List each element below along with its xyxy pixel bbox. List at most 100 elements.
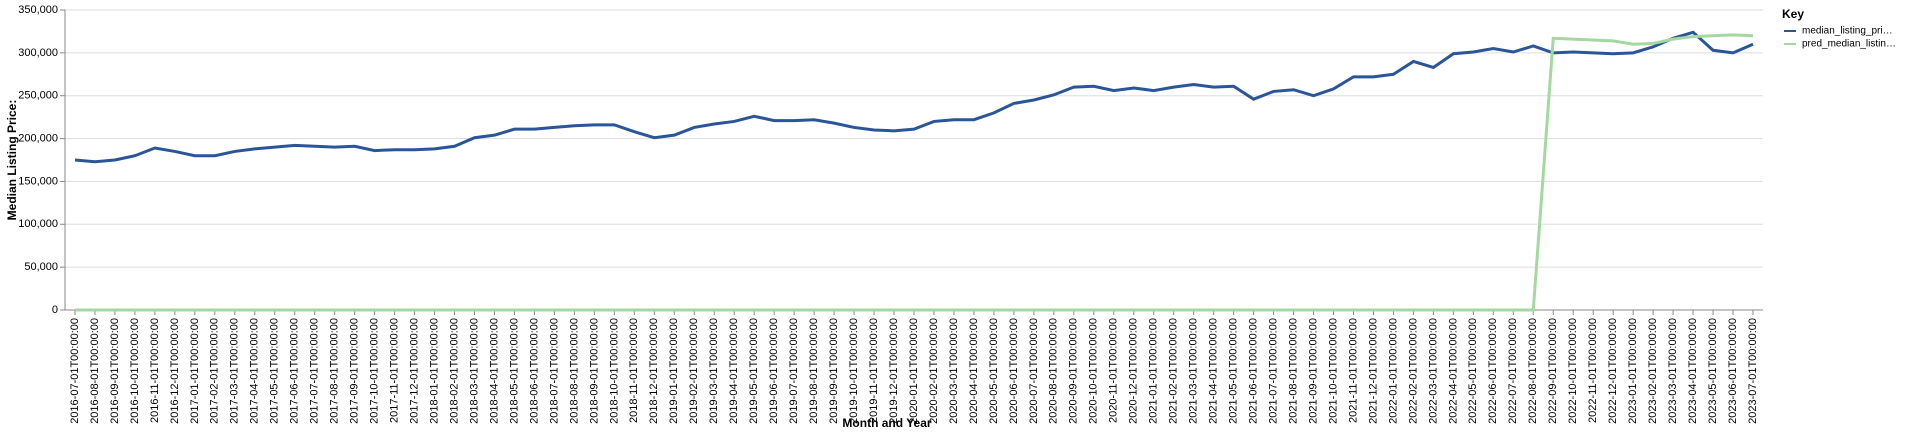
- x-tick-label: 2017-05-01T00:00:00: [269, 318, 281, 424]
- x-tick-label: 2021-03-01T00:00:00: [1188, 318, 1200, 424]
- x-tick-label: 2018-02-01T00:00:00: [448, 318, 460, 424]
- x-tick-label: 2017-06-01T00:00:00: [289, 318, 301, 424]
- x-tick-label: 2020-04-01T00:00:00: [968, 318, 980, 424]
- x-tick-label: 2020-01-01T00:00:00: [908, 318, 920, 424]
- y-tick-label: 300,000: [18, 47, 58, 59]
- y-tick-label: 100,000: [18, 218, 58, 230]
- x-tick-label: 2022-04-01T00:00:00: [1447, 318, 1459, 424]
- x-tick-label: 2017-02-01T00:00:00: [209, 318, 221, 424]
- x-tick-label: 2021-05-01T00:00:00: [1228, 318, 1240, 424]
- x-tick-label: 2023-03-01T00:00:00: [1667, 318, 1679, 424]
- x-tick-label: 2021-11-01T00:00:00: [1347, 318, 1359, 423]
- x-tick-label: 2018-06-01T00:00:00: [528, 318, 540, 424]
- y-tick-label: 200,000: [18, 132, 58, 144]
- x-tick-label: 2022-03-01T00:00:00: [1427, 318, 1439, 424]
- legend-label: pred_median_listin…: [1802, 39, 1896, 50]
- x-tick-label: 2022-09-01T00:00:00: [1547, 318, 1559, 424]
- x-tick-label: 2020-07-01T00:00:00: [1028, 318, 1040, 424]
- x-tick-label: 2022-02-01T00:00:00: [1407, 318, 1419, 424]
- x-tick-label: 2020-03-01T00:00:00: [948, 318, 960, 424]
- x-tick-label: 2022-06-01T00:00:00: [1487, 318, 1499, 424]
- x-tick-label: 2023-07-01T00:00:00: [1747, 318, 1759, 424]
- x-tick-label: 2019-06-01T00:00:00: [768, 318, 780, 424]
- x-tick-label: 2016-09-01T00:00:00: [109, 318, 121, 424]
- x-tick-label: 2022-12-01T00:00:00: [1607, 318, 1619, 424]
- x-tick-label: 2021-07-01T00:00:00: [1267, 318, 1279, 424]
- x-tick-label: 2022-07-01T00:00:00: [1507, 318, 1519, 424]
- x-tick-label: 2022-11-01T00:00:00: [1587, 318, 1599, 423]
- x-tick-label: 2019-12-01T00:00:00: [888, 318, 900, 424]
- x-tick-label: 2018-07-01T00:00:00: [548, 318, 560, 424]
- y-tick-label: 250,000: [18, 90, 58, 102]
- x-tick-label: 2020-12-01T00:00:00: [1128, 318, 1140, 424]
- x-tick-label: 2021-04-01T00:00:00: [1208, 318, 1220, 424]
- x-tick-label: 2017-04-01T00:00:00: [249, 318, 261, 424]
- x-tick-label: 2020-06-01T00:00:00: [1008, 318, 1020, 424]
- y-axis-title: Median Listing Price:: [5, 100, 19, 221]
- x-tick-label: 2019-02-01T00:00:00: [688, 318, 700, 424]
- x-tick-label: 2020-10-01T00:00:00: [1088, 318, 1100, 424]
- x-tick-label: 2019-09-01T00:00:00: [828, 318, 840, 424]
- x-tick-label: 2022-08-01T00:00:00: [1527, 318, 1539, 424]
- x-tick-label: 2018-01-01T00:00:00: [428, 318, 440, 424]
- x-tick-label: 2019-11-01T00:00:00: [868, 318, 880, 423]
- x-tick-label: 2017-12-01T00:00:00: [408, 318, 420, 424]
- x-axis-title: Month and Year: [842, 416, 931, 430]
- x-tick-label: 2019-05-01T00:00:00: [748, 318, 760, 424]
- x-tick-label: 2023-04-01T00:00:00: [1687, 318, 1699, 424]
- x-tick-label: 2020-11-01T00:00:00: [1108, 318, 1120, 423]
- x-tick-label: 2018-04-01T00:00:00: [488, 318, 500, 424]
- x-tick-label: 2020-09-01T00:00:00: [1068, 318, 1080, 424]
- x-tick-label: 2018-03-01T00:00:00: [468, 318, 480, 424]
- x-tick-label: 2021-10-01T00:00:00: [1327, 318, 1339, 424]
- x-tick-label: 2016-11-01T00:00:00: [149, 318, 161, 423]
- y-tick-label: 150,000: [18, 175, 58, 187]
- x-tick-label: 2016-10-01T00:00:00: [129, 318, 141, 424]
- x-tick-label: 2019-01-01T00:00:00: [668, 318, 680, 424]
- x-tick-label: 2019-10-01T00:00:00: [848, 318, 860, 424]
- x-tick-label: 2017-03-01T00:00:00: [229, 318, 241, 424]
- x-tick-label: 2020-08-01T00:00:00: [1048, 318, 1060, 424]
- x-tick-label: 2021-12-01T00:00:00: [1367, 318, 1379, 424]
- x-tick-label: 2017-07-01T00:00:00: [309, 318, 321, 424]
- x-tick-label: 2021-01-01T00:00:00: [1148, 318, 1160, 424]
- x-tick-label: 2016-07-01T00:00:00: [69, 318, 81, 424]
- x-tick-label: 2023-01-01T00:00:00: [1627, 318, 1639, 424]
- x-tick-label: 2023-02-01T00:00:00: [1647, 318, 1659, 424]
- y-tick-label: 0: [52, 304, 58, 316]
- series-line: [74, 33, 1754, 312]
- x-tick-label: 2018-08-01T00:00:00: [568, 318, 580, 424]
- x-tick-label: 2017-08-01T00:00:00: [329, 318, 341, 424]
- x-tick-label: 2021-02-01T00:00:00: [1168, 318, 1180, 424]
- x-tick-label: 2020-05-01T00:00:00: [988, 318, 1000, 424]
- x-tick-label: 2021-06-01T00:00:00: [1248, 318, 1260, 424]
- x-tick-label: 2017-09-01T00:00:00: [349, 318, 361, 424]
- x-tick-label: 2016-08-01T00:00:00: [89, 318, 101, 424]
- x-tick-label: 2019-03-01T00:00:00: [708, 318, 720, 424]
- x-tick-label: 2021-08-01T00:00:00: [1287, 318, 1299, 424]
- x-tick-label: 2017-11-01T00:00:00: [389, 318, 401, 423]
- series-line: [74, 30, 1754, 164]
- x-tick-label: 2017-01-01T00:00:00: [189, 318, 201, 424]
- x-tick-label: 2019-04-01T00:00:00: [728, 318, 740, 424]
- x-tick-label: 2020-02-01T00:00:00: [928, 318, 940, 424]
- x-tick-label: 2016-12-01T00:00:00: [169, 318, 181, 424]
- x-tick-label: 2022-01-01T00:00:00: [1387, 318, 1399, 424]
- legend-label: median_listing_pri…: [1802, 26, 1893, 37]
- legend-title: Key: [1782, 7, 1804, 21]
- x-tick-label: 2019-08-01T00:00:00: [808, 318, 820, 424]
- x-tick-label: 2018-10-01T00:00:00: [608, 318, 620, 424]
- x-tick-label: 2018-12-01T00:00:00: [648, 318, 660, 424]
- x-tick-label: 2018-05-01T00:00:00: [508, 318, 520, 424]
- y-tick-label: 50,000: [24, 261, 58, 273]
- x-tick-label: 2023-05-01T00:00:00: [1707, 318, 1719, 424]
- x-tick-label: 2017-10-01T00:00:00: [369, 318, 381, 424]
- x-tick-label: 2022-05-01T00:00:00: [1467, 318, 1479, 424]
- x-tick-label: 2022-10-01T00:00:00: [1567, 318, 1579, 424]
- y-tick-label: 350,000: [18, 4, 58, 16]
- x-tick-label: 2023-06-01T00:00:00: [1727, 318, 1739, 424]
- x-tick-label: 2021-09-01T00:00:00: [1307, 318, 1319, 424]
- x-tick-label: 2019-07-01T00:00:00: [788, 318, 800, 424]
- x-tick-label: 2018-09-01T00:00:00: [588, 318, 600, 424]
